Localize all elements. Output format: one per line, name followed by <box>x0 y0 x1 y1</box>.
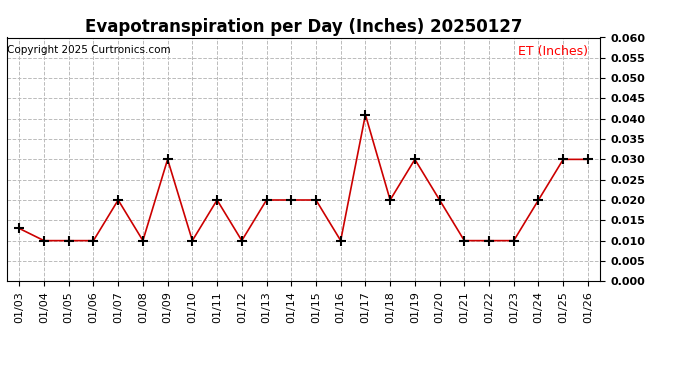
Text: ET (Inches): ET (Inches) <box>518 45 589 58</box>
Title: Evapotranspiration per Day (Inches) 20250127: Evapotranspiration per Day (Inches) 2025… <box>85 18 522 36</box>
Text: Copyright 2025 Curtronics.com: Copyright 2025 Curtronics.com <box>7 45 170 55</box>
